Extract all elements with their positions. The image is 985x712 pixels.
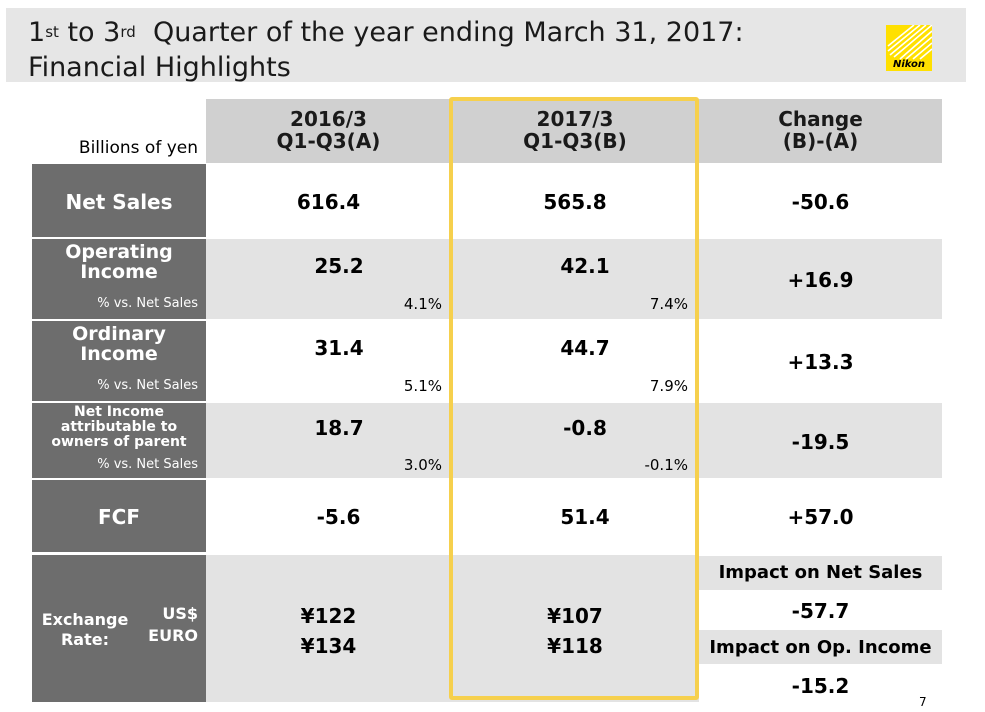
ordinary-income-label-line1: Ordinary [72,323,166,345]
title-line-2: Financial Highlights [28,52,291,83]
impact-op-header: Impact on Op. Income [699,630,942,664]
title-bar: 1st to 3rd Quarter of the year ending Ma… [6,8,966,84]
column-header-a-line1: 2016/3 [290,107,367,131]
operating-income-b-pct: 7.4% [649,295,688,313]
currency-euro-label: EURO [148,626,198,645]
title-line-1: 1st to 3rd Quarter of the year ending Ma… [28,17,744,48]
impact-op-label: Impact on Op. Income [709,637,932,658]
row-fcf: -5.6 51.4 +57.0 [206,480,942,552]
row-operating-income: 25.2 4.1% 42.1 7.4% +16.9 [206,239,942,319]
exchange-rate-b-euro: ¥118 [547,634,603,658]
impact-sales-label: Impact on Net Sales [718,562,923,583]
net-income-label: Net Income attributable to owners of par… [32,405,206,450]
exchange-rate-a-euro: ¥134 [300,634,357,658]
row-ordinary-income: 31.4 5.1% 44.7 7.9% +13.3 [206,321,942,401]
column-header-change: Change (B)-(A) [699,99,942,163]
net-income-a: 18.7 [314,416,364,440]
column-header-b-line1: 2017/3 [536,107,614,131]
row-net-income: 18.7 3.0% -0.8 -0.1% -19.5 [206,403,942,478]
exchange-rate-b-usd: ¥107 [547,604,603,628]
operating-income-change: +16.9 [787,268,854,292]
ordinary-income-change: +13.3 [787,350,854,374]
row-label-net-sales: Net Sales [32,164,206,237]
fcf-change: +57.0 [787,505,854,529]
exchange-rate-a-usd: ¥122 [300,604,357,628]
operating-income-label-line2: Income [80,261,158,283]
column-header-a-line2: Q1-Q3(A) [276,129,381,153]
exchange-rate-currencies: US$ EURO [148,603,198,647]
units-label: Billions of yen [78,138,198,158]
fcf-label: FCF [97,505,140,529]
net-income-b: -0.8 [563,416,607,440]
exchange-rate-label-line1: Exchange [41,610,129,629]
fcf-a: -5.6 [316,505,361,529]
exchange-rate-label-line2: Rate: [60,630,109,649]
net-income-change: -19.5 [791,430,850,454]
nikon-logo: Nikon [886,25,932,71]
page-title: 1st to 3rd Quarter of the year ending Ma… [28,17,744,84]
net-sales-a: 616.4 [296,190,361,214]
column-header-change-line2: (B)-(A) [782,129,859,153]
impact-sales-value: -57.7 [791,599,850,623]
currency-usd-label: US$ [162,604,198,623]
ordinary-income-sub-label: % vs. Net Sales [97,378,198,393]
column-header-change-line1: Change [778,107,863,131]
net-income-label-line1: Net Income [74,404,164,420]
net-income-sub-label: % vs. Net Sales [97,457,198,472]
operating-income-label: Operating Income [32,242,206,282]
operating-income-b: 42.1 [560,254,610,278]
impact-op-value: -15.2 [791,674,850,698]
impact-sales-value-cell: -57.7 [699,590,942,630]
row-label-ordinary-income: Ordinary Income % vs. Net Sales [32,321,206,401]
net-income-a-pct: 3.0% [403,456,442,474]
row-label-exchange-rate: Exchange Rate: US$ EURO [32,555,206,702]
logo-text: Nikon [892,59,926,70]
column-header-b: 2017/3 Q1-Q3(B) [451,99,699,163]
ordinary-income-label: Ordinary Income [32,324,206,364]
column-header-a: 2016/3 Q1-Q3(A) [206,99,451,163]
fcf-b: 51.4 [560,505,610,529]
column-header-b-line2: Q1-Q3(B) [523,129,627,153]
net-income-label-line2: attributable to [60,419,178,435]
operating-income-a: 25.2 [314,254,364,278]
net-sales-change: -50.6 [791,190,850,214]
ordinary-income-b: 44.7 [560,336,610,360]
row-net-sales: 616.4 565.8 -50.6 [206,164,942,237]
operating-income-sub-label: % vs. Net Sales [97,296,198,311]
row-exchange-rate: ¥122 ¥134 ¥107 ¥118 [206,555,699,702]
ordinary-income-label-line2: Income [80,343,158,365]
page-number: 7 [919,695,927,709]
exchange-rate-label: Exchange Rate: [40,610,130,650]
net-income-label-line3: owners of parent [51,434,187,450]
net-sales-label: Net Sales [65,190,173,214]
impact-sales-header: Impact on Net Sales [699,556,942,590]
row-label-net-income: Net Income attributable to owners of par… [32,403,206,478]
ordinary-income-b-pct: 7.9% [649,377,688,395]
row-label-operating-income: Operating Income % vs. Net Sales [32,239,206,319]
operating-income-label-line1: Operating [65,241,173,263]
logo-rays-icon [887,25,932,60]
exchange-rate-b: ¥107 ¥118 [451,601,699,661]
net-income-b-pct: -0.1% [644,456,688,474]
ordinary-income-a: 31.4 [314,336,364,360]
row-label-fcf: FCF [32,480,206,552]
operating-income-a-pct: 4.1% [403,295,442,313]
net-sales-b: 565.8 [543,190,607,214]
exchange-rate-a: ¥122 ¥134 [206,601,451,661]
impact-op-value-cell: -15.2 [699,664,942,702]
ordinary-income-a-pct: 5.1% [403,377,442,395]
